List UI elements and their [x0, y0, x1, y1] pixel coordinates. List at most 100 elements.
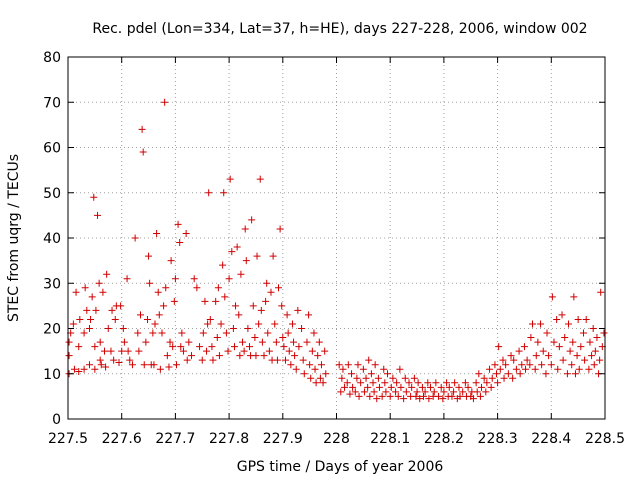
data-point	[585, 365, 593, 373]
data-point	[251, 334, 259, 342]
data-point	[300, 370, 308, 378]
data-point	[240, 347, 248, 355]
data-point	[311, 365, 319, 373]
data-point	[222, 329, 230, 337]
data-point	[412, 392, 420, 400]
data-point	[299, 356, 307, 364]
data-point	[151, 320, 159, 328]
data-point	[92, 306, 100, 314]
data-point	[90, 193, 98, 201]
data-point	[85, 361, 93, 369]
data-point	[440, 388, 448, 396]
data-point	[209, 356, 217, 364]
data-point	[305, 311, 313, 319]
data-point	[344, 361, 352, 369]
data-point	[504, 370, 512, 378]
y-tick-label: 30	[43, 276, 61, 292]
data-point	[371, 361, 379, 369]
data-point	[85, 325, 93, 332]
data-point	[230, 343, 238, 351]
data-point	[69, 320, 77, 328]
data-point	[416, 395, 424, 403]
data-point	[502, 361, 510, 369]
data-point	[341, 383, 349, 391]
data-point	[418, 383, 426, 391]
y-tick-label: 40	[43, 231, 61, 247]
data-point	[321, 347, 329, 355]
data-point	[153, 229, 161, 237]
data-point	[221, 293, 229, 301]
data-point	[264, 329, 272, 337]
data-point	[145, 252, 153, 260]
data-point	[515, 347, 523, 355]
data-point	[263, 279, 271, 287]
data-point	[346, 390, 354, 398]
data-point	[96, 356, 104, 364]
data-point	[495, 343, 503, 351]
data-point	[285, 347, 293, 355]
data-point	[425, 395, 433, 403]
data-point	[283, 311, 291, 319]
data-point	[119, 325, 127, 332]
data-point	[303, 338, 311, 346]
data-point	[542, 370, 550, 378]
data-point	[124, 347, 132, 355]
data-point	[172, 361, 180, 369]
data-point	[526, 361, 534, 369]
data-point	[317, 361, 325, 369]
data-point	[287, 361, 295, 369]
data-point	[163, 352, 171, 360]
data-point	[206, 315, 214, 323]
data-point	[499, 356, 507, 364]
x-tick-label: 227.5	[48, 431, 88, 447]
data-point	[281, 356, 289, 364]
data-point	[101, 347, 109, 355]
data-point	[99, 288, 107, 296]
data-point	[355, 392, 363, 400]
data-point	[480, 374, 488, 382]
y-tick-label: 60	[43, 141, 61, 157]
data-point	[493, 370, 501, 378]
data-point	[272, 338, 280, 346]
data-point	[381, 379, 389, 387]
data-point	[138, 125, 146, 133]
data-point	[190, 275, 198, 283]
data-point	[554, 365, 562, 373]
data-point	[226, 175, 234, 183]
data-point	[370, 388, 378, 396]
data-point	[128, 361, 136, 369]
data-point	[459, 388, 467, 396]
data-point	[279, 334, 287, 342]
data-point	[203, 347, 211, 355]
data-point	[532, 352, 540, 360]
data-point	[185, 338, 193, 346]
data-point	[488, 374, 496, 382]
data-point	[451, 379, 459, 387]
data-point	[349, 383, 357, 391]
data-point	[217, 320, 225, 328]
data-point	[96, 338, 104, 346]
data-point	[421, 388, 429, 396]
data-point	[103, 270, 111, 278]
data-points	[65, 98, 608, 403]
data-point	[237, 270, 245, 278]
data-point	[294, 306, 302, 314]
data-point	[543, 329, 551, 337]
data-point	[593, 334, 601, 342]
data-point	[262, 297, 270, 305]
data-point	[430, 388, 438, 396]
data-point	[80, 365, 88, 373]
data-point	[134, 329, 142, 337]
data-point	[72, 288, 80, 296]
data-point	[439, 395, 447, 403]
data-point	[102, 363, 110, 371]
data-point	[558, 311, 566, 319]
data-point	[548, 293, 556, 301]
data-point	[117, 302, 125, 310]
y-tick-label: 50	[43, 186, 61, 202]
y-tick-labels: 0 10 20 30 40 50 60 70 80	[43, 50, 61, 428]
data-point	[529, 320, 537, 328]
data-point	[414, 379, 422, 387]
